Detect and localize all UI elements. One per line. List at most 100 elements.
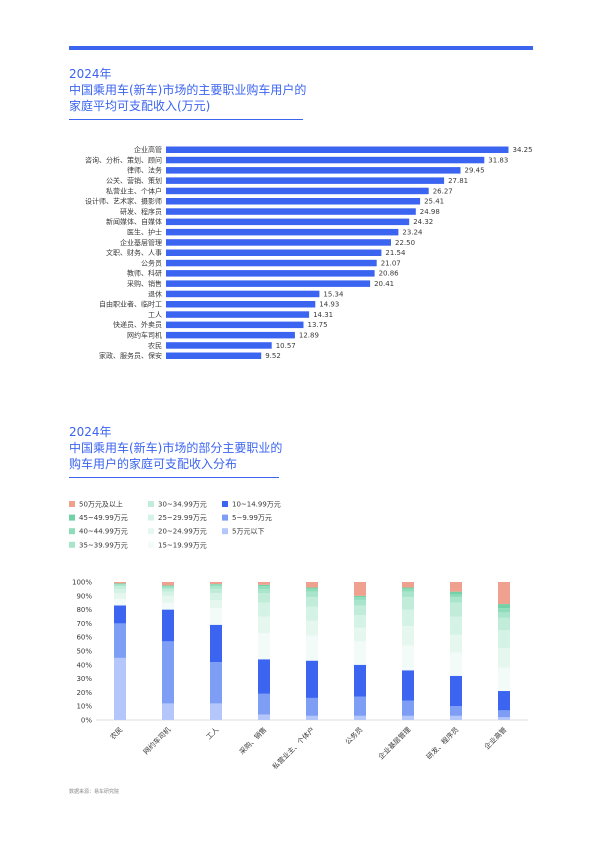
y-tick-label: 0% <box>81 717 92 725</box>
stack-segment <box>258 588 270 594</box>
bar-value-label: 34.25 <box>513 146 533 154</box>
legend-swatch <box>148 501 154 507</box>
stack-segment <box>450 597 462 603</box>
y-tick-label: 70% <box>76 620 92 628</box>
stack-segment <box>354 615 366 628</box>
bar-value-label: 24.32 <box>413 218 433 226</box>
stack-segment <box>450 602 462 617</box>
stack-segment <box>306 660 318 698</box>
bar <box>166 208 416 215</box>
legend-label: 25~29.99万元 <box>158 514 207 522</box>
stack-segment <box>114 598 126 606</box>
bar <box>166 228 399 236</box>
y-tick-label: 30% <box>76 675 92 683</box>
legend-swatch <box>222 514 228 521</box>
bar <box>166 331 295 339</box>
stack-segment <box>450 582 462 592</box>
legend-label: 30~34.99万元 <box>158 501 207 509</box>
bar-category-label: 家政、服务员、保安 <box>99 351 162 360</box>
section1-title-line2: 家庭平均可支配收入(万元) <box>69 99 211 113</box>
stack-segment <box>210 582 222 585</box>
bar-value-label: 21.54 <box>385 249 406 257</box>
stack-segment <box>114 582 126 584</box>
bar-value-label: 20.41 <box>374 280 394 288</box>
legend-swatch <box>222 501 228 507</box>
x-category-label: 采购、销售 <box>237 725 268 756</box>
section2-title-line1: 中国乘用车(新车)市场的部分主要职业的 <box>69 441 283 455</box>
stack-segment <box>114 657 126 720</box>
bar <box>166 198 421 205</box>
x-category-label: 工人 <box>205 726 221 742</box>
bar-category-label: 研发、程序员 <box>120 207 162 216</box>
y-tick-label: 10% <box>76 703 92 711</box>
stack-segment <box>114 584 126 585</box>
stack-segment <box>210 586 222 589</box>
bar <box>166 311 310 318</box>
legend-label: 10~14.99万元 <box>232 501 281 509</box>
bar <box>166 218 410 226</box>
y-tick-label: 80% <box>76 606 92 614</box>
legend-swatch <box>222 528 228 535</box>
bar-category-label: 公务员 <box>141 258 162 267</box>
stack-segment <box>306 597 318 607</box>
stack-segment <box>162 591 174 596</box>
stack-segment <box>402 582 414 588</box>
legend-label: 45~49.99万元 <box>79 514 128 522</box>
stack-segment <box>114 584 126 587</box>
stack-segment <box>162 641 174 704</box>
section2-year: 2024年 <box>69 425 112 439</box>
stack-segment <box>498 608 510 613</box>
bar <box>166 270 375 277</box>
bar-category-label: 自由职业者、临时工 <box>99 300 162 309</box>
stack-segment <box>354 664 366 697</box>
stack-segment <box>306 606 318 621</box>
bar-value-label: 26.27 <box>433 187 453 195</box>
stack-segment <box>354 641 366 665</box>
stack-segment <box>450 715 462 720</box>
bar-category-label: 教师、科研 <box>127 269 162 278</box>
stack-segment <box>498 582 510 605</box>
bar-category-label: 快递员、外卖员 <box>113 320 162 329</box>
stack-segment <box>402 670 414 701</box>
section1-rule <box>69 119 303 120</box>
stack-segment <box>402 591 414 598</box>
stack-segment <box>258 586 270 589</box>
stack-segment <box>258 714 270 720</box>
legend-label: 20~24.99万元 <box>158 528 207 536</box>
stack-segment <box>306 588 318 592</box>
stack-segment <box>450 634 462 653</box>
stack-segment <box>354 696 366 716</box>
bar <box>166 156 485 164</box>
stack-segment <box>306 591 318 598</box>
y-tick-label: 90% <box>76 592 92 600</box>
bar-category-label: 律师、法务 <box>127 166 162 175</box>
bar <box>166 167 461 174</box>
stack-segment <box>258 584 270 587</box>
y-tick-label: 60% <box>76 634 92 642</box>
stack-segment <box>306 582 318 588</box>
legend-swatch <box>148 528 154 535</box>
x-category-label: 网约车司机 <box>141 725 172 756</box>
bar <box>166 249 382 256</box>
bar-category-label: 工人 <box>148 311 162 319</box>
stack-segment <box>402 715 414 720</box>
bar <box>166 290 320 298</box>
top-accent-bar <box>69 46 533 50</box>
section2-title-line2: 购车用户的家庭可支配收入分布 <box>69 457 238 471</box>
stack-segment <box>210 584 222 585</box>
x-category-label: 研发、程序员 <box>424 725 460 761</box>
bar-value-label: 14.93 <box>319 301 339 309</box>
data-source: 数据来源：易车研究院 <box>69 789 120 795</box>
stack-segment <box>210 593 222 600</box>
stack-segment <box>402 587 414 589</box>
bar-category-label: 新闻媒体、自媒体 <box>106 217 162 226</box>
stack-segment <box>450 616 462 635</box>
legend-label: 15~19.99万元 <box>158 541 207 549</box>
bar <box>166 187 429 195</box>
legend-swatch <box>69 541 75 548</box>
stack-segment <box>402 597 414 610</box>
stack-segment <box>354 715 366 720</box>
stack-segment <box>210 624 222 663</box>
stack-segment <box>162 587 174 589</box>
bar-value-label: 24.98 <box>420 208 440 216</box>
